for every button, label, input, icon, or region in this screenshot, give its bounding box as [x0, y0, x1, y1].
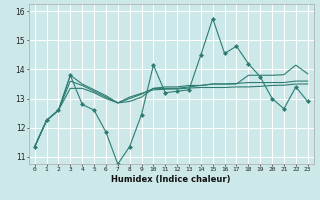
X-axis label: Humidex (Indice chaleur): Humidex (Indice chaleur)	[111, 175, 231, 184]
